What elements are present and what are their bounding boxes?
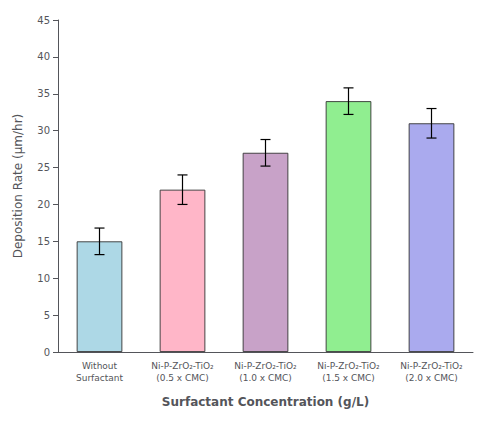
svg-text:5: 5 xyxy=(44,310,50,321)
svg-text:(1.5 x CMC): (1.5 x CMC) xyxy=(322,373,375,383)
svg-text:Ni-P-ZrO₂-TiO₂: Ni-P-ZrO₂-TiO₂ xyxy=(400,361,463,371)
svg-text:10: 10 xyxy=(37,273,50,284)
svg-text:(2.0 x CMC): (2.0 x CMC) xyxy=(405,373,458,383)
svg-text:20: 20 xyxy=(37,199,50,210)
svg-text:(1.0 x CMC): (1.0 x CMC) xyxy=(239,373,292,383)
svg-text:Ni-P-ZrO₂-TiO₂: Ni-P-ZrO₂-TiO₂ xyxy=(151,361,214,371)
svg-text:Ni-P-ZrO₂-TiO₂: Ni-P-ZrO₂-TiO₂ xyxy=(317,361,380,371)
svg-text:40: 40 xyxy=(37,51,50,62)
svg-text:35: 35 xyxy=(37,88,50,99)
svg-text:(0.5 x CMC): (0.5 x CMC) xyxy=(156,373,209,383)
svg-text:Surfactant: Surfactant xyxy=(76,373,123,383)
svg-text:Without: Without xyxy=(82,361,118,371)
svg-text:Surfactant Concentration (g/L): Surfactant Concentration (g/L) xyxy=(162,395,369,409)
svg-text:Ni-P-ZrO₂-TiO₂: Ni-P-ZrO₂-TiO₂ xyxy=(234,361,297,371)
svg-text:0: 0 xyxy=(44,347,50,358)
svg-text:30: 30 xyxy=(37,125,50,136)
svg-text:45: 45 xyxy=(37,15,50,26)
svg-text:Deposition Rate (μm/hr): Deposition Rate (μm/hr) xyxy=(11,114,25,259)
svg-text:15: 15 xyxy=(37,236,50,247)
svg-text:25: 25 xyxy=(37,162,50,173)
